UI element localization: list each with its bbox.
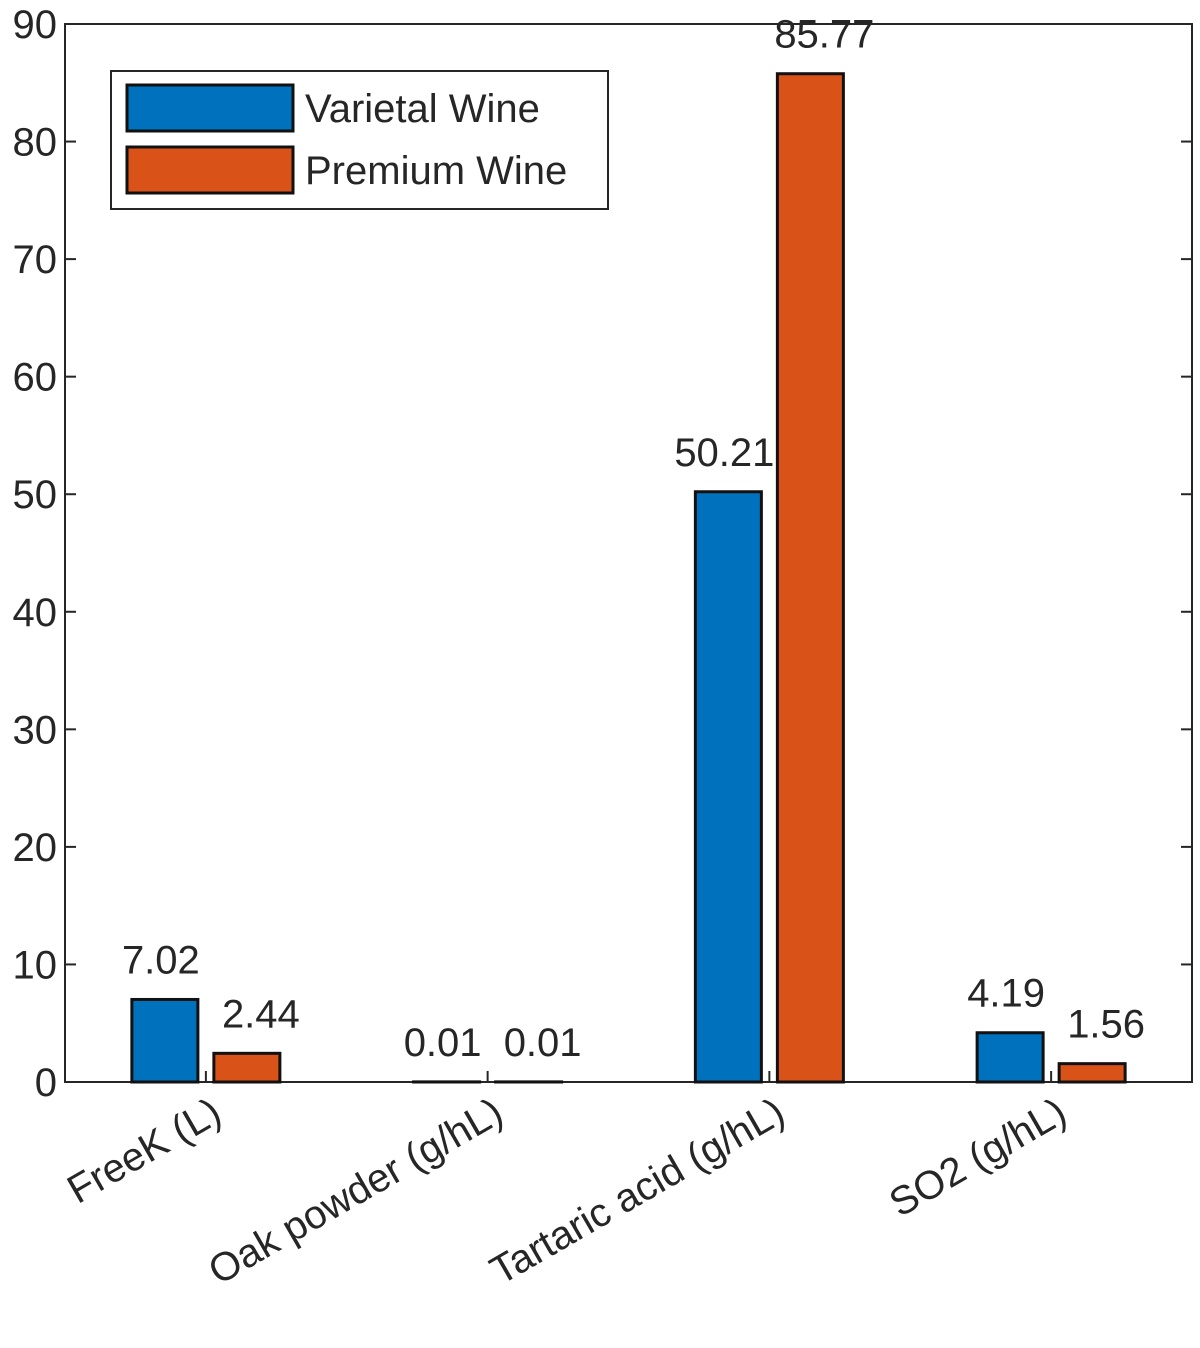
y-tick-label: 20	[13, 826, 58, 870]
legend-swatch	[127, 147, 293, 193]
legend-label: Varietal Wine	[305, 87, 540, 131]
bar-varietal-wine	[977, 1033, 1043, 1082]
y-tick-label: 10	[13, 943, 58, 987]
bar-premium-wine	[1059, 1064, 1125, 1082]
legend-label: Premium Wine	[305, 149, 567, 193]
bar-varietal-wine	[132, 999, 198, 1082]
data-label: 0.01	[504, 1021, 582, 1065]
x-category-label: SO2 (g/hL)	[882, 1090, 1073, 1226]
data-label: 1.56	[1067, 1003, 1145, 1047]
y-tick-label: 50	[13, 473, 58, 517]
y-tick-label: 60	[13, 356, 58, 400]
y-tick-label: 90	[13, 3, 58, 47]
data-label: 7.02	[122, 938, 200, 982]
legend-swatch	[127, 85, 293, 131]
bar-varietal-wine	[695, 492, 761, 1082]
y-tick-label: 40	[13, 591, 58, 635]
y-tick-label: 30	[13, 708, 58, 752]
y-tick-label: 80	[13, 121, 58, 165]
y-tick-label: 70	[13, 238, 58, 282]
data-label: 0.01	[404, 1021, 482, 1065]
x-category-label: Tartaric acid (g/hL)	[483, 1090, 792, 1294]
data-label: 85.77	[774, 13, 874, 57]
data-label: 50.21	[674, 431, 774, 475]
y-tick-label: 0	[35, 1061, 57, 1105]
bar-premium-wine	[214, 1053, 280, 1082]
data-label: 2.44	[222, 992, 300, 1036]
x-category-label: FreeK (L)	[60, 1090, 228, 1213]
data-label: 4.19	[967, 972, 1045, 1016]
x-category-label: Oak powder (g/hL)	[201, 1090, 510, 1294]
bar-premium-wine	[777, 74, 843, 1082]
